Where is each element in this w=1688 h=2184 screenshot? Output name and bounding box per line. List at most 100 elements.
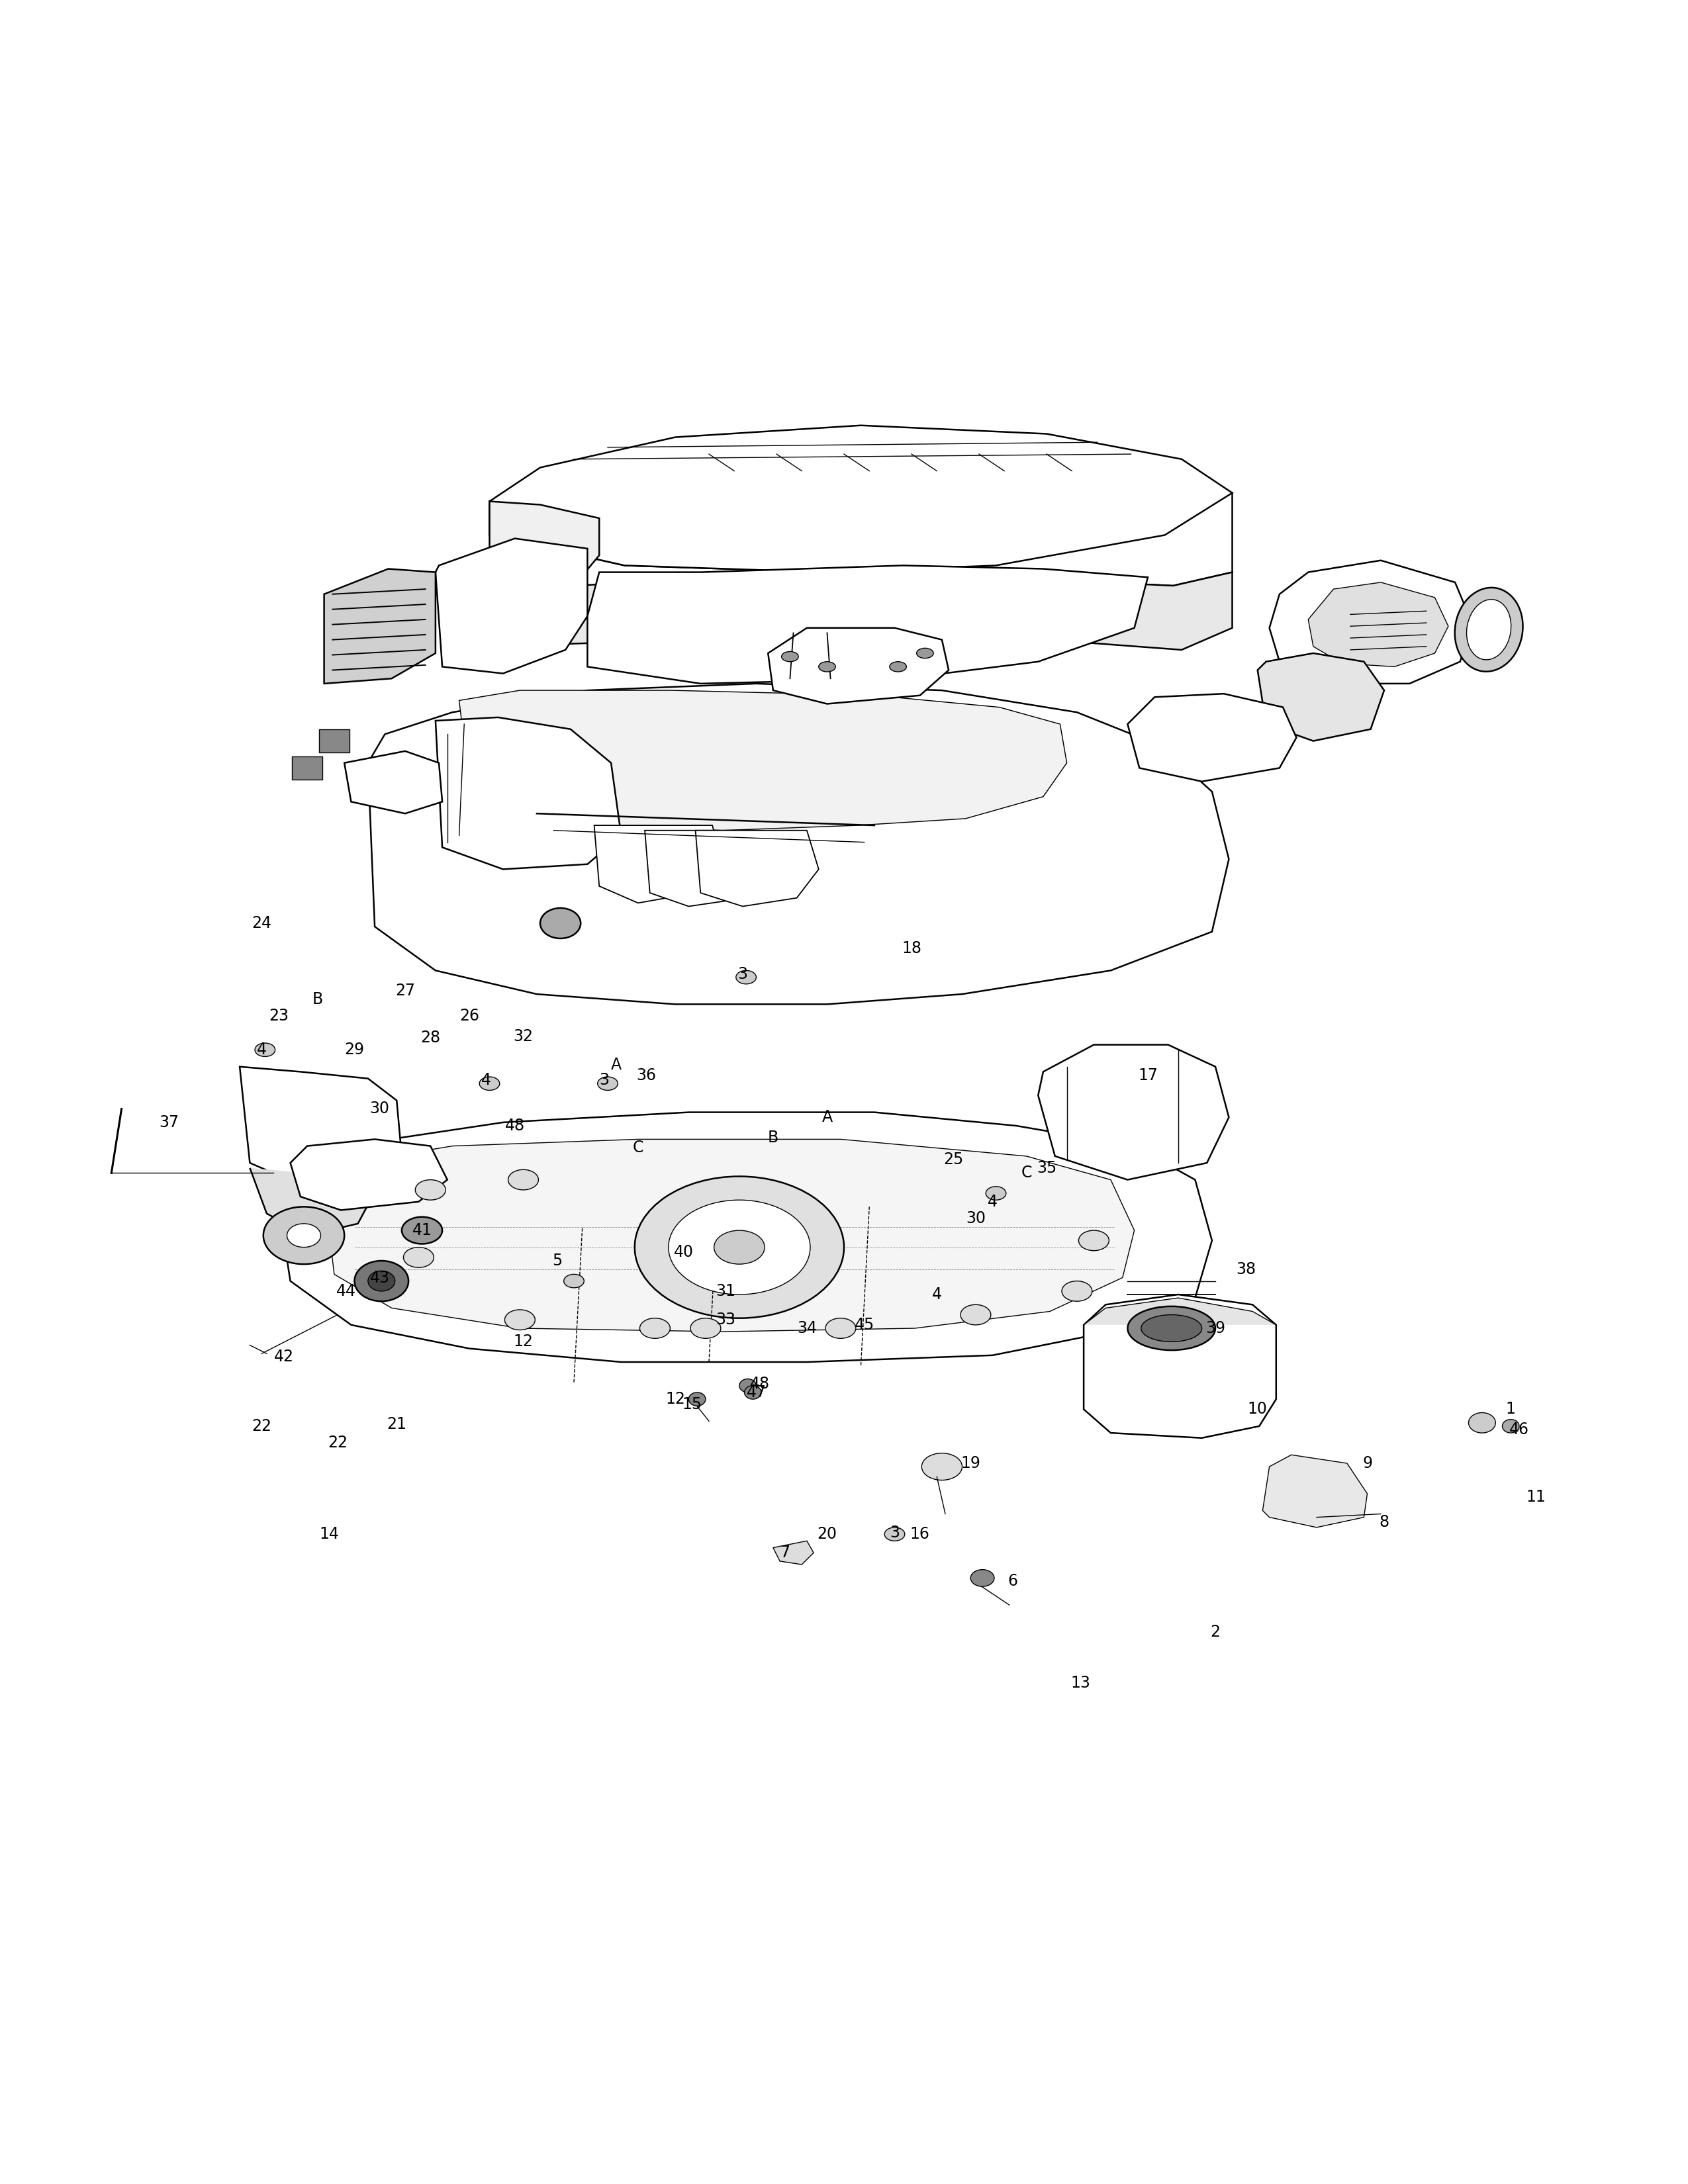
Polygon shape — [250, 1168, 381, 1236]
Ellipse shape — [1469, 1413, 1496, 1433]
Text: A: A — [822, 1109, 832, 1125]
Polygon shape — [273, 1112, 1212, 1363]
Polygon shape — [1084, 1295, 1276, 1437]
Ellipse shape — [986, 1186, 1006, 1199]
Ellipse shape — [744, 1385, 761, 1400]
Polygon shape — [324, 1140, 1134, 1332]
Text: 48: 48 — [749, 1376, 770, 1391]
Ellipse shape — [917, 649, 933, 657]
Polygon shape — [773, 1542, 814, 1564]
Text: 32: 32 — [513, 1029, 533, 1044]
Ellipse shape — [739, 1378, 756, 1393]
Text: 20: 20 — [817, 1527, 837, 1542]
Text: 8: 8 — [1379, 1514, 1389, 1531]
Bar — [292, 756, 322, 780]
Polygon shape — [490, 572, 1232, 651]
Polygon shape — [290, 1140, 447, 1210]
Text: 4: 4 — [257, 1042, 267, 1057]
Ellipse shape — [689, 1393, 706, 1406]
Text: 27: 27 — [395, 983, 415, 998]
Ellipse shape — [885, 1527, 905, 1542]
Ellipse shape — [1467, 598, 1511, 660]
Text: 12: 12 — [513, 1334, 533, 1350]
Polygon shape — [768, 629, 949, 703]
Text: 7: 7 — [780, 1544, 790, 1562]
Ellipse shape — [415, 1179, 446, 1199]
Text: C: C — [1021, 1164, 1031, 1182]
Polygon shape — [324, 568, 436, 684]
Ellipse shape — [354, 1260, 408, 1302]
Ellipse shape — [1141, 1315, 1202, 1341]
Text: 17: 17 — [1138, 1068, 1158, 1083]
Text: 41: 41 — [412, 1223, 432, 1238]
Polygon shape — [240, 1066, 402, 1184]
Polygon shape — [436, 539, 587, 673]
Polygon shape — [1263, 1455, 1367, 1527]
Text: 21: 21 — [387, 1417, 407, 1433]
Text: 5: 5 — [552, 1254, 562, 1269]
Bar — [319, 729, 349, 753]
Ellipse shape — [1079, 1230, 1109, 1251]
Text: A: A — [611, 1057, 621, 1072]
Text: 45: 45 — [854, 1317, 874, 1332]
Text: 12: 12 — [665, 1391, 685, 1406]
Ellipse shape — [890, 662, 906, 673]
Polygon shape — [645, 830, 768, 906]
Text: 22: 22 — [327, 1435, 348, 1450]
Ellipse shape — [505, 1310, 535, 1330]
Text: B: B — [768, 1129, 778, 1144]
Text: 28: 28 — [420, 1031, 441, 1046]
Text: 19: 19 — [960, 1455, 981, 1472]
Polygon shape — [490, 426, 1232, 572]
Text: 9: 9 — [1362, 1455, 1372, 1472]
Text: 38: 38 — [1236, 1262, 1256, 1278]
Text: 4: 4 — [987, 1195, 998, 1210]
Ellipse shape — [402, 1216, 442, 1245]
Ellipse shape — [825, 1319, 856, 1339]
Text: 4: 4 — [932, 1286, 942, 1302]
Text: 3: 3 — [890, 1524, 900, 1540]
Polygon shape — [1128, 695, 1296, 782]
Text: 25: 25 — [944, 1151, 964, 1168]
Text: 43: 43 — [370, 1269, 390, 1286]
Ellipse shape — [1455, 587, 1523, 670]
Text: 23: 23 — [268, 1009, 289, 1024]
Text: 14: 14 — [319, 1527, 339, 1542]
Polygon shape — [1084, 1297, 1276, 1326]
Text: 40: 40 — [674, 1245, 694, 1260]
Polygon shape — [1269, 561, 1472, 684]
Polygon shape — [1308, 583, 1448, 666]
Text: 2: 2 — [1210, 1625, 1220, 1640]
Text: 39: 39 — [1205, 1321, 1225, 1337]
Ellipse shape — [714, 1230, 765, 1265]
Ellipse shape — [960, 1304, 991, 1326]
Text: 26: 26 — [459, 1009, 479, 1024]
Ellipse shape — [819, 662, 836, 673]
Ellipse shape — [736, 970, 756, 985]
Ellipse shape — [403, 1247, 434, 1267]
Ellipse shape — [479, 1077, 500, 1090]
Ellipse shape — [690, 1319, 721, 1339]
Polygon shape — [490, 494, 1232, 585]
Ellipse shape — [1128, 1306, 1215, 1350]
Polygon shape — [594, 826, 722, 902]
Text: 29: 29 — [344, 1042, 365, 1057]
Ellipse shape — [1502, 1420, 1519, 1433]
Polygon shape — [490, 502, 599, 598]
Ellipse shape — [540, 909, 581, 939]
Polygon shape — [695, 830, 819, 906]
Ellipse shape — [598, 1077, 618, 1090]
Text: 42: 42 — [273, 1350, 294, 1365]
Text: 10: 10 — [1247, 1402, 1268, 1417]
Text: 15: 15 — [682, 1396, 702, 1413]
Text: 30: 30 — [370, 1101, 390, 1116]
Text: 24: 24 — [252, 915, 272, 930]
Text: 18: 18 — [901, 941, 922, 957]
Ellipse shape — [255, 1044, 275, 1057]
Text: 6: 6 — [1008, 1572, 1018, 1590]
Ellipse shape — [668, 1199, 810, 1295]
Polygon shape — [459, 690, 1067, 830]
Text: 44: 44 — [336, 1284, 356, 1299]
Ellipse shape — [635, 1177, 844, 1319]
Text: 47: 47 — [746, 1385, 766, 1400]
